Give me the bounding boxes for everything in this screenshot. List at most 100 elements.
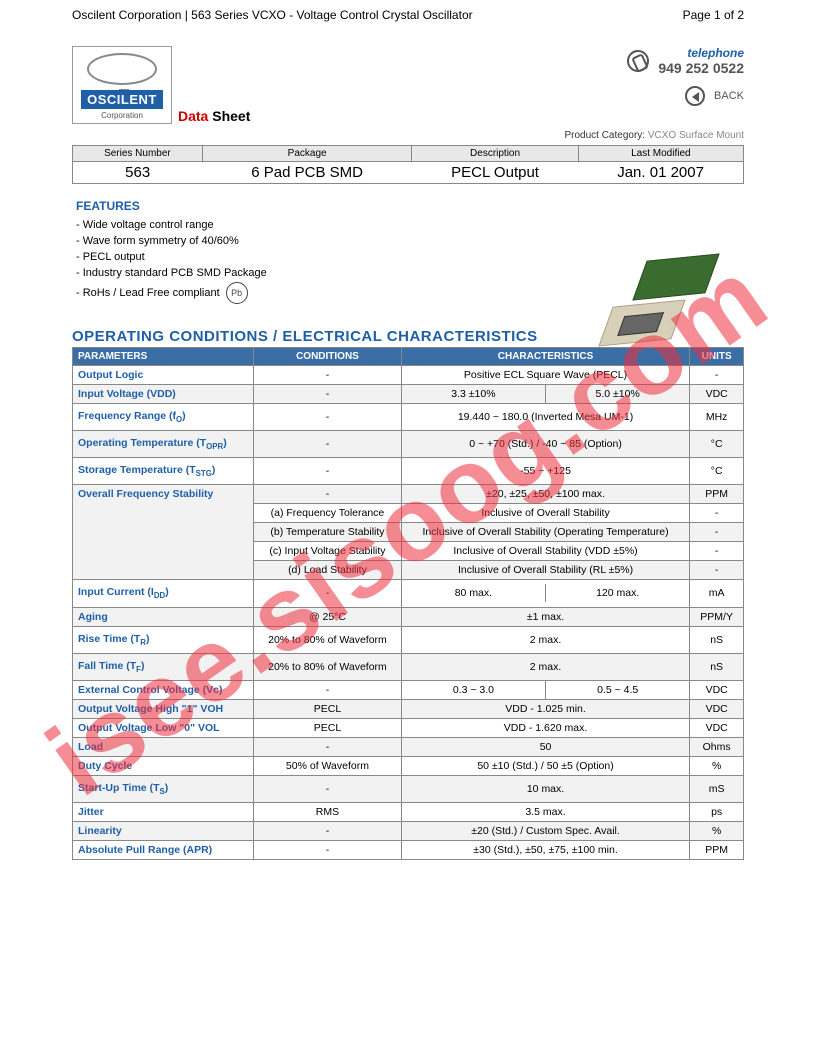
spec-condition: (d) Load Stability [254, 561, 402, 580]
spec-units: nS [690, 653, 744, 680]
spec-row: Rise Time (TR)20% to 80% of Waveform2 ma… [73, 626, 744, 653]
spec-row: Input Current (IDD)-80 max.120 max.mA [73, 580, 744, 607]
spec-param: Output Logic [73, 366, 254, 385]
spec-param: Duty Cycle [73, 756, 254, 775]
spec-units: mA [690, 580, 744, 607]
spec-characteristic: 80 max.120 max. [401, 580, 690, 607]
spec-row: Start-Up Time (TS)-10 max.mS [73, 775, 744, 802]
spec-units: PPM/Y [690, 607, 744, 626]
spec-condition: - [254, 485, 402, 504]
spec-characteristic: Inclusive of Overall Stability (Operatin… [401, 523, 690, 542]
spec-units: °C [690, 458, 744, 485]
spec-row: Absolute Pull Range (APR)-±30 (Std.), ±5… [73, 840, 744, 859]
spec-characteristic: ±20, ±25, ±50, ±100 max. [401, 485, 690, 504]
spec-condition: (b) Temperature Stability [254, 523, 402, 542]
spec-condition: - [254, 385, 402, 404]
doc-title: Oscilent Corporation | 563 Series VCXO -… [72, 8, 473, 22]
spec-row: Overall Frequency Stability-±20, ±25, ±5… [73, 485, 744, 504]
spec-units: nS [690, 626, 744, 653]
spec-row: Frequency Range (fO)-19.440 ~ 180.0 (Inv… [73, 404, 744, 431]
spec-param: Load [73, 737, 254, 756]
series-value: Jan. 01 2007 [578, 162, 743, 184]
series-header: Series Number [73, 146, 203, 162]
product-image [601, 251, 721, 351]
spec-param: Rise Time (TR) [73, 626, 254, 653]
spec-condition: 20% to 80% of Waveform [254, 653, 402, 680]
spec-characteristic: 3.5 max. [401, 802, 690, 821]
spec-characteristic: VDD - 1.620 max. [401, 718, 690, 737]
company-logo: OSCILENT Corporation [72, 46, 172, 124]
back-icon[interactable] [685, 86, 705, 106]
spec-row: Operating Temperature (TOPR)-0 ~ +70 (St… [73, 431, 744, 458]
pb-free-icon: Pb [226, 282, 248, 304]
spec-characteristic: VDD - 1.025 min. [401, 699, 690, 718]
spec-param: Jitter [73, 802, 254, 821]
series-header: Last Modified [578, 146, 743, 162]
spec-row: Aging@ 25°C±1 max.PPM/Y [73, 607, 744, 626]
telephone-number: 949 252 0522 [658, 60, 744, 76]
back-label[interactable]: BACK [714, 90, 744, 102]
spec-condition: (a) Frequency Tolerance [254, 504, 402, 523]
spec-characteristic: ±20 (Std.) / Custom Spec. Avail. [401, 821, 690, 840]
spec-param: Storage Temperature (TSTG) [73, 458, 254, 485]
logo-name: OSCILENT [81, 90, 163, 109]
spec-units: % [690, 756, 744, 775]
spec-row: Output Voltage High "1" VOHPECLVDD - 1.0… [73, 699, 744, 718]
series-header: Package [202, 146, 412, 162]
spec-header: CONDITIONS [254, 348, 402, 366]
page-number: Page 1 of 2 [683, 8, 744, 22]
features-title: FEATURES [76, 198, 744, 215]
spec-condition: - [254, 431, 402, 458]
spec-units: - [690, 366, 744, 385]
spec-param: Absolute Pull Range (APR) [73, 840, 254, 859]
spec-characteristic: Inclusive of Overall Stability [401, 504, 690, 523]
spec-units: % [690, 821, 744, 840]
product-category-value: VCXO Surface Mount [648, 130, 744, 141]
spec-condition: 20% to 80% of Waveform [254, 626, 402, 653]
spec-characteristic: ±1 max. [401, 607, 690, 626]
ring-icon [87, 53, 157, 85]
spec-units: - [690, 542, 744, 561]
spec-units: VDC [690, 718, 744, 737]
spec-condition: RMS [254, 802, 402, 821]
datasheet-label: Data Sheet [172, 46, 250, 124]
spec-condition: - [254, 458, 402, 485]
spec-row: Linearity-±20 (Std.) / Custom Spec. Avai… [73, 821, 744, 840]
spec-characteristic: 50 ±10 (Std.) / 50 ±5 (Option) [401, 756, 690, 775]
spec-characteristic: 2 max. [401, 626, 690, 653]
spec-param: Overall Frequency Stability [73, 485, 254, 580]
spec-param: Operating Temperature (TOPR) [73, 431, 254, 458]
spec-characteristic: -55 ~ +125 [401, 458, 690, 485]
spec-param: Output Voltage High "1" VOH [73, 699, 254, 718]
spec-condition: - [254, 366, 402, 385]
spec-param: Input Voltage (VDD) [73, 385, 254, 404]
spec-condition: (c) Input Voltage Stability [254, 542, 402, 561]
series-table: Series NumberPackageDescriptionLast Modi… [72, 145, 744, 184]
spec-units: PPM [690, 485, 744, 504]
spec-characteristic: Inclusive of Overall Stability (VDD ±5%) [401, 542, 690, 561]
spec-characteristic: 0.3 ~ 3.00.5 ~ 4.5 [401, 680, 690, 699]
feature-item: - Wave form symmetry of 40/60% [76, 234, 744, 250]
spec-condition: - [254, 737, 402, 756]
spec-row: Output Voltage Low "0" VOLPECLVDD - 1.62… [73, 718, 744, 737]
series-header: Description [412, 146, 578, 162]
series-value: 563 [73, 162, 203, 184]
spec-param: Output Voltage Low "0" VOL [73, 718, 254, 737]
spec-header: PARAMETERS [73, 348, 254, 366]
spec-row: External Control Voltage (Vc)-0.3 ~ 3.00… [73, 680, 744, 699]
spec-row: Input Voltage (VDD)-3.3 ±10%5.0 ±10%VDC [73, 385, 744, 404]
spec-units: MHz [690, 404, 744, 431]
spec-param: Linearity [73, 821, 254, 840]
spec-units: - [690, 504, 744, 523]
spec-characteristic: 10 max. [401, 775, 690, 802]
spec-condition: - [254, 821, 402, 840]
spec-row: JitterRMS3.5 max.ps [73, 802, 744, 821]
spec-units: - [690, 561, 744, 580]
spec-units: °C [690, 431, 744, 458]
logo-sub: Corporation [81, 109, 163, 120]
spec-characteristic: ±30 (Std.), ±50, ±75, ±100 min. [401, 840, 690, 859]
spec-condition: - [254, 680, 402, 699]
spec-param: Aging [73, 607, 254, 626]
spec-condition: @ 25°C [254, 607, 402, 626]
spec-param: Frequency Range (fO) [73, 404, 254, 431]
